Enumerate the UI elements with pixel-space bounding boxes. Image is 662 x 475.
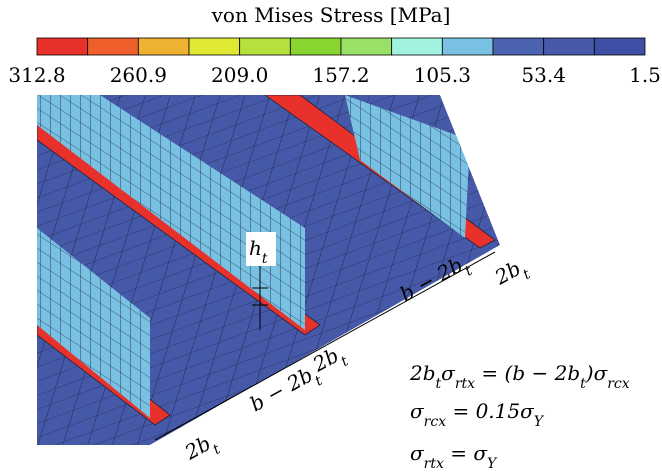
math-label: σrcx = 0.15σY xyxy=(410,399,545,430)
colorbar-tick-label: 260.9 xyxy=(110,63,167,87)
math-part: σ xyxy=(410,441,425,465)
colorbar-segment xyxy=(391,37,443,56)
math-label: ht xyxy=(249,236,268,267)
colorbar-segment xyxy=(36,37,89,56)
math-part: σ xyxy=(410,399,425,423)
math-part: t xyxy=(436,376,442,392)
math-label: 2bt xyxy=(490,253,533,296)
colorbar-segment xyxy=(543,37,595,56)
math-part: Y xyxy=(487,456,498,472)
colorbar-tick-label: 209.0 xyxy=(211,63,268,87)
math-part: = σ xyxy=(444,441,488,465)
math-part: rtx xyxy=(455,376,475,392)
colorbar-segment xyxy=(593,37,646,56)
math-part: )σ xyxy=(585,361,609,385)
colorbar-segment xyxy=(137,37,190,56)
math-label: 2btσrtx = (b − 2bt)σrcx xyxy=(409,361,630,392)
math-part: 2b xyxy=(180,431,215,465)
colorbar-segment xyxy=(289,37,342,56)
math-part: h xyxy=(249,236,262,260)
colorbar-title: von Mises Stress [MPa] xyxy=(211,3,451,27)
label-bg xyxy=(246,232,276,266)
colorbar: 312.8 260.9 209.0 157.2 105.3 53.4 1.5 xyxy=(8,37,661,87)
colorbar-segment xyxy=(239,37,291,56)
colorbar-tick-label: 53.4 xyxy=(521,63,566,87)
colorbar-tick-label: 157.2 xyxy=(312,63,369,87)
math-part: t xyxy=(210,441,223,458)
math-label: 2bt xyxy=(180,428,223,471)
colorbar-tick-label: 105.3 xyxy=(414,63,471,87)
math-part: t xyxy=(580,376,586,392)
math-part: t xyxy=(338,353,351,370)
math-part: 2b xyxy=(409,361,436,385)
math-part: Y xyxy=(534,414,545,430)
colorbar-segment xyxy=(441,37,494,56)
math-part: 2b xyxy=(490,256,525,290)
colorbar-tick-label: 1.5 xyxy=(629,63,661,87)
math-label: σrtx = σY xyxy=(410,441,498,472)
math-part: σ xyxy=(441,361,456,385)
math-part: = 0.15σ xyxy=(446,399,535,423)
colorbar-segment xyxy=(492,37,545,56)
math-part: rcx xyxy=(607,376,630,392)
colorbar-segment xyxy=(87,37,139,56)
math-part: t xyxy=(262,251,268,267)
colorbar-segment xyxy=(188,37,241,56)
colorbar-tick-label: 312.8 xyxy=(8,63,65,87)
dimension-lines xyxy=(154,251,496,441)
mesh-plot xyxy=(37,95,500,445)
math-part: rcx xyxy=(424,414,447,430)
math-part: rtx xyxy=(424,456,444,472)
math-part: t xyxy=(462,263,475,280)
math-part: t xyxy=(520,266,533,283)
colorbar-segment xyxy=(340,37,393,56)
math-part: = (b − 2b xyxy=(475,361,580,385)
